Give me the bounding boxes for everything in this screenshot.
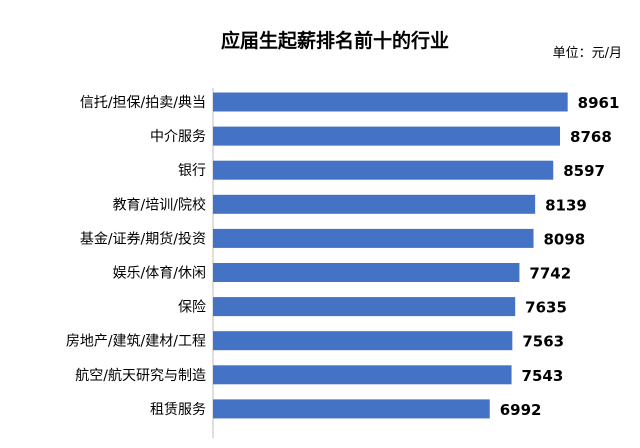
- bar: [213, 92, 568, 112]
- value-label: 7543: [522, 367, 564, 385]
- value-label: 7742: [529, 265, 571, 283]
- value-label: 7635: [525, 299, 567, 317]
- category-label: 教育/培训/院校: [113, 196, 206, 213]
- bar: [213, 160, 554, 180]
- value-label: 8139: [545, 196, 587, 214]
- bar: [213, 126, 561, 146]
- bars-layer: 信托/担保/拍卖/典当 8961 中介服务 8768 银行 8597 教育/培训/院校 813…: [66, 92, 620, 419]
- chart-title: 应届生起薪排名前十的行业: [221, 29, 449, 52]
- value-label: 6992: [500, 401, 542, 419]
- value-label: 8961: [578, 94, 620, 112]
- value-label: 8098: [544, 230, 586, 248]
- bar: [213, 365, 512, 385]
- category-label: 信托/担保/拍卖/典当: [80, 95, 206, 111]
- bar: [213, 228, 534, 248]
- value-label: 8597: [563, 162, 605, 180]
- category-label: 租赁服务: [150, 402, 206, 418]
- bar: [213, 297, 516, 317]
- category-label: 基金/证券/期货/投资: [80, 230, 206, 247]
- category-label: 银行: [178, 163, 206, 179]
- bar: [213, 399, 490, 419]
- category-label: 航空/航天研究与制造: [75, 368, 206, 384]
- category-label: 中介服务: [150, 129, 206, 145]
- unit-label: 单位：元/月: [553, 46, 622, 61]
- bar: [213, 263, 520, 282]
- category-label: 房地产/建筑/建材/工程: [66, 334, 206, 350]
- category-label: 保险: [178, 300, 206, 316]
- category-label: 娱乐/体育/休闲: [113, 266, 206, 282]
- bar: [213, 194, 536, 214]
- value-label: 8768: [570, 128, 612, 146]
- value-label: 7563: [522, 333, 564, 351]
- bar: [213, 331, 513, 351]
